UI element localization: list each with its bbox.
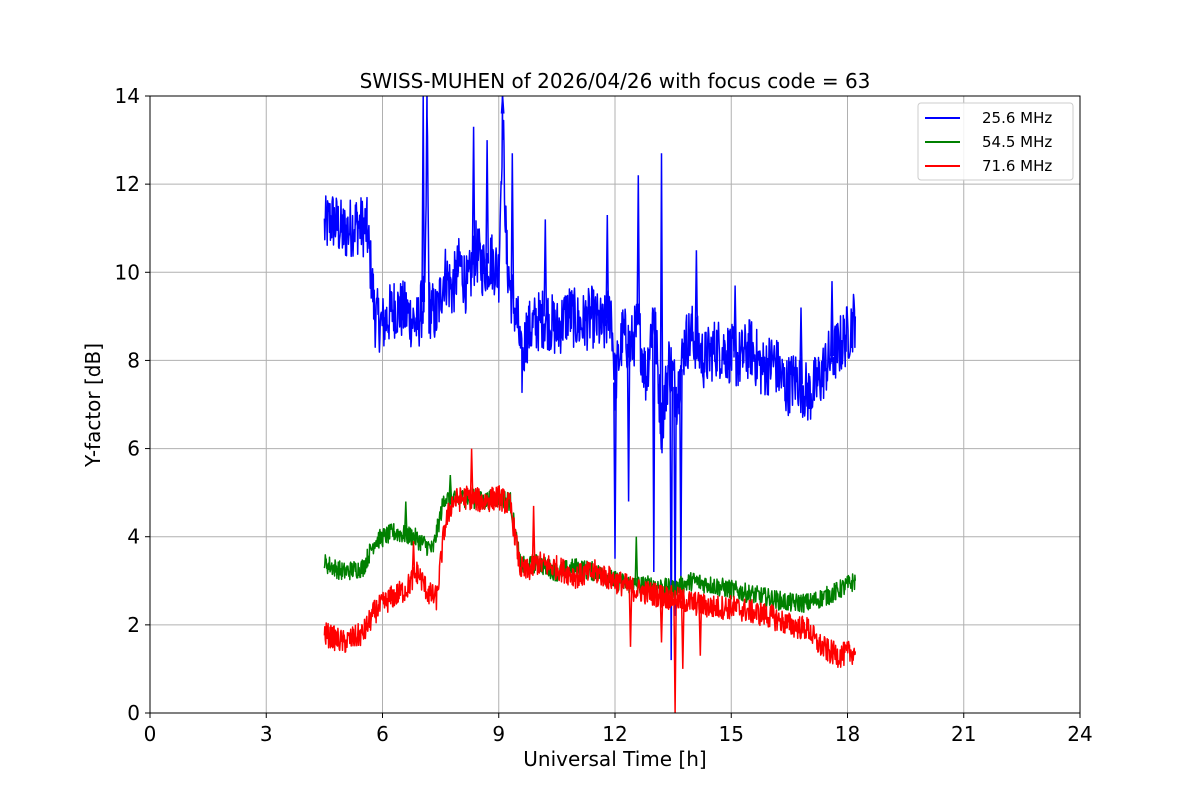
series-spike-0 [669,369,674,661]
series-spike-0 [830,281,834,357]
series-spike-2 [659,595,664,643]
y-axis: 0 2 4 6 8 10 12 14 [115,84,150,725]
series-layer [323,96,857,713]
series-spike-0 [799,307,803,384]
legend-label: 25.6 MHz [982,109,1052,127]
series-spike-2 [628,587,633,647]
series-spike-0 [636,175,641,326]
series-spike-0 [678,369,683,581]
series-spike-0 [694,250,699,343]
x-tick-label: 9 [492,722,505,746]
plot-area [323,96,857,713]
x-tick-label: 3 [260,722,273,746]
y-tick-label: 14 [115,84,140,108]
series-spike-0 [659,153,664,427]
x-tick-label: 18 [835,722,860,746]
series-spike-0 [471,126,476,261]
x-axis: 0 3 6 9 12 15 18 21 24 [144,713,1093,746]
series-line-0 [323,96,857,454]
series-spike-0 [500,96,505,114]
legend-box [917,102,1074,181]
series-spike-0 [673,386,677,617]
series-line-2 [323,485,857,669]
x-axis-label: Universal Time [h] [523,747,706,771]
series-spike-0 [543,219,548,317]
y-tick-label: 10 [115,260,140,284]
y-tick-label: 0 [127,701,140,725]
x-tick-label: 24 [1067,722,1092,746]
series-spike-1 [403,501,408,536]
series-spike-1 [448,474,453,501]
x-tick-label: 21 [951,722,976,746]
series-spike-0 [626,343,631,502]
y-tick-label: 8 [127,348,140,372]
series-spike-0 [510,153,515,299]
series-spike-2 [469,448,474,499]
series-spike-0 [651,307,656,573]
y-tick-label: 6 [127,437,140,461]
series-spike-0 [613,382,617,559]
x-tick-label: 12 [602,722,627,746]
series-spike-0 [733,285,738,358]
y-tick-label: 12 [115,172,140,196]
chart-title: SWISS-MUHEN of 2026/04/26 with focus cod… [360,69,871,93]
series-spike-2 [680,600,685,669]
series-line-1 [323,488,857,613]
series-spike-0 [421,96,426,303]
legend-label: 71.6 MHz [982,157,1052,175]
series-spike-2 [673,598,677,713]
legend: 25.6 MHz 54.5 MHz 71.6 MHz [917,102,1074,181]
series-spike-1 [634,536,639,586]
y-tick-label: 4 [127,525,140,549]
series-spike-0 [485,140,490,264]
y-axis-label: Y-factor [dB] [81,343,105,468]
x-tick-label: 6 [376,722,389,746]
series-spike-2 [531,505,536,567]
y-tick-label: 2 [127,613,140,637]
legend-label: 54.5 MHz [982,133,1052,151]
series-spike-0 [605,214,610,319]
x-tick-label: 15 [719,722,744,746]
x-tick-label: 0 [144,722,157,746]
series-spike-2 [411,541,416,578]
series-spike-2 [698,604,703,656]
